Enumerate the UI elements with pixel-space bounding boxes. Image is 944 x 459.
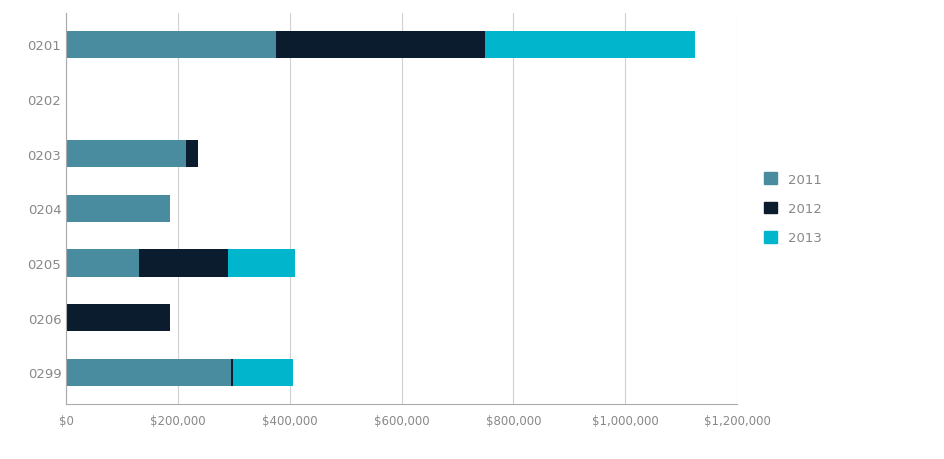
Bar: [228, 250, 295, 277]
Bar: [66, 250, 139, 277]
Bar: [232, 359, 293, 386]
Bar: [66, 140, 186, 168]
Legend: 2011, 2012, 2013: 2011, 2012, 2013: [763, 173, 820, 245]
Bar: [66, 195, 169, 223]
Bar: [139, 250, 228, 277]
Bar: [485, 32, 695, 59]
Bar: [186, 140, 197, 168]
Bar: [276, 32, 485, 59]
Bar: [66, 359, 231, 386]
Bar: [66, 304, 169, 331]
Bar: [66, 32, 276, 59]
Bar: [231, 359, 232, 386]
